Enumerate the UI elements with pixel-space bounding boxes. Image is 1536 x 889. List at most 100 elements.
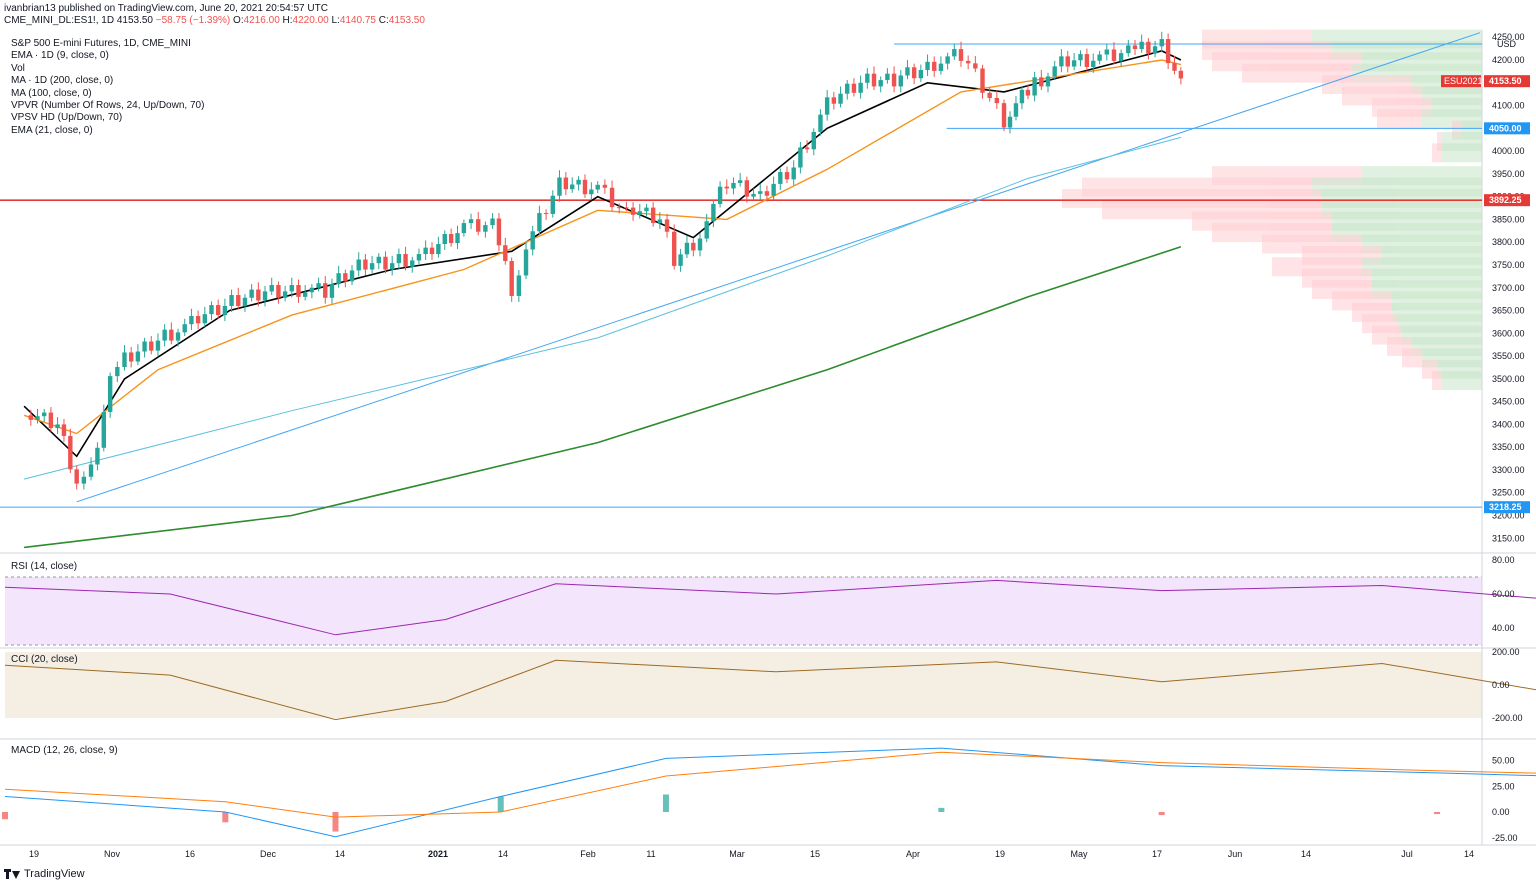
last-price: 4153.50 — [116, 15, 153, 26]
candle-body — [195, 315, 201, 324]
candle-body — [764, 191, 770, 196]
rsi-band — [5, 577, 1482, 645]
tradingview-logo-icon — [4, 869, 20, 879]
macd-tick-label: 50.00 — [1492, 756, 1515, 766]
time-tick-label: 11 — [646, 849, 655, 859]
candle-body — [678, 254, 683, 266]
vp-down-bar — [1377, 109, 1422, 129]
candle-body — [1139, 41, 1144, 50]
legend-vpsv[interactable]: VPSV HD (Up/Down, 70) — [11, 112, 123, 124]
candle-body — [349, 270, 355, 282]
candle-body — [35, 416, 40, 420]
candle-body — [369, 263, 375, 270]
candle-body — [343, 273, 348, 282]
macd-histogram-bar — [1158, 812, 1165, 816]
candle-body — [1126, 45, 1131, 54]
rsi-line — [4, 579, 1536, 636]
series-ema21-line — [23, 59, 1182, 435]
candle-body — [1132, 45, 1138, 50]
price-tick-label: 3850.00 — [1492, 214, 1525, 224]
candle-body — [885, 73, 890, 81]
indicator-legend: S&P 500 E-mini Futures, 1D, CME_MINI EMA… — [11, 38, 204, 137]
candle-body — [711, 203, 716, 222]
price-tick-label: 4000.00 — [1492, 146, 1525, 156]
candle-body — [980, 68, 985, 93]
legend-ma200[interactable]: MA · 1D (200, close, 0) — [11, 75, 114, 87]
candle-body — [516, 275, 522, 296]
candle-body — [1111, 49, 1117, 61]
candle-body — [1007, 116, 1013, 128]
tradingview-footer[interactable]: TradingView — [4, 868, 85, 880]
price-tick-label: 3950.00 — [1492, 169, 1525, 179]
symbol-tag-box — [1441, 75, 1481, 88]
vp-up-bar — [1442, 143, 1482, 163]
candle-body — [416, 254, 422, 261]
time-tick-label: 14 — [498, 849, 508, 859]
candle-body — [128, 352, 134, 362]
legend-ma100[interactable]: MA (100, close, 0) — [11, 87, 92, 99]
candle-body — [1039, 77, 1044, 87]
volume-profile-row — [1432, 143, 1482, 163]
candle-body — [644, 207, 649, 212]
candle-body — [189, 315, 194, 325]
vp-down-bar — [1452, 120, 1462, 140]
candle-body — [965, 60, 971, 64]
legend-vpvr[interactable]: VPVR (Number Of Rows, 24, Up/Down, 70) — [11, 100, 205, 112]
time-tick-label: 14 — [1301, 849, 1311, 859]
candle-body — [630, 207, 636, 215]
time-tick-label: 19 — [29, 849, 39, 859]
legend-ema9[interactable]: EMA · 1D (9, close, 0) — [11, 50, 109, 62]
candle-body — [468, 219, 474, 224]
ohlc-close: 4153.50 — [388, 15, 425, 26]
price-tick-label: 3400.00 — [1492, 419, 1525, 429]
rsi-label[interactable]: RSI (14, close) — [11, 561, 78, 572]
price-tick-label: 4250.00 — [1492, 32, 1525, 42]
candle-body — [537, 213, 542, 232]
time-tick-label: Feb — [580, 849, 596, 859]
candle-body — [1159, 39, 1164, 47]
candle-body — [249, 289, 254, 298]
legend-ema21[interactable]: EMA (21, close, 0) — [11, 124, 93, 136]
time-tick-label: Jun — [1228, 849, 1243, 859]
candle-body — [175, 332, 181, 341]
candle-body — [898, 75, 903, 87]
candle-body — [798, 147, 803, 168]
candle-body — [851, 83, 857, 93]
candle-body — [115, 367, 120, 377]
macd-tick-label: 25.00 — [1492, 781, 1515, 791]
candle-body — [672, 231, 677, 266]
macd-histogram-bar — [222, 812, 229, 823]
candle-body — [818, 114, 823, 132]
rsi-tick-label: 40.00 — [1492, 623, 1515, 633]
macd-label[interactable]: MACD (12, 26, close, 9) — [11, 745, 118, 756]
candle-body — [323, 283, 328, 298]
candle-body — [697, 238, 703, 251]
candle-body — [1172, 63, 1177, 71]
price-label-box — [1484, 501, 1530, 514]
candle-body — [1059, 56, 1064, 67]
candle-body — [101, 411, 106, 448]
price-tick-label: 3650.00 — [1492, 306, 1525, 316]
macd-signal-line — [4, 751, 1536, 818]
price-tick-label: 3500.00 — [1492, 374, 1525, 384]
candle-body — [758, 191, 763, 194]
price-label-text: 3892.25 — [1489, 195, 1522, 205]
symbol-line: CME_MINI_DL:ES1!, 1D 4153.50 −58.75 (−1.… — [4, 15, 425, 27]
candle-body — [737, 180, 743, 183]
candle-body — [724, 186, 729, 189]
vp-up-bar — [1442, 371, 1482, 391]
price-tick-label: 3700.00 — [1492, 283, 1525, 293]
candle-body — [363, 259, 368, 270]
candle-body — [316, 283, 321, 288]
candle-body — [570, 184, 575, 190]
legend-title[interactable]: S&P 500 E-mini Futures, 1D, CME_MINI — [11, 38, 191, 49]
cci-label[interactable]: CCI (20, close) — [11, 654, 78, 665]
candle-body — [276, 285, 281, 298]
ohlc-low: 4140.75 — [339, 15, 376, 26]
candle-body — [1013, 103, 1019, 117]
candle-body — [222, 305, 228, 316]
publisher-line: ivanbrian13 published on TradingView.com… — [4, 3, 328, 14]
legend-vol[interactable]: Vol — [11, 62, 25, 74]
trendline — [76, 32, 1481, 503]
